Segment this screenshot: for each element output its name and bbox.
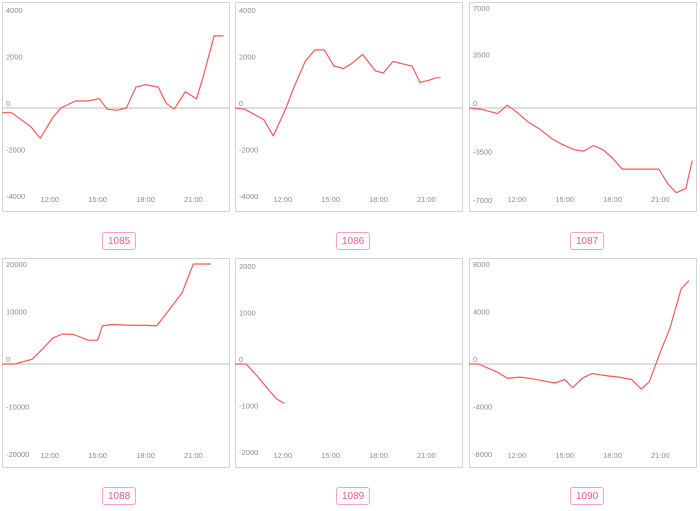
x-tick-label: 18:00 bbox=[136, 451, 155, 460]
y-tick-label: -4000 bbox=[473, 403, 492, 412]
x-tick-label: 21:00 bbox=[417, 195, 436, 204]
x-tick-label: 12:00 bbox=[40, 451, 59, 460]
series-line bbox=[2, 35, 224, 139]
x-tick-label: 21:00 bbox=[184, 451, 203, 460]
y-tick-label: 2000 bbox=[239, 262, 256, 271]
y-tick-label: 7000 bbox=[473, 4, 490, 13]
id-badge-1090[interactable]: 1090 bbox=[570, 487, 605, 505]
chart-svg: 2000 1000 0 -1000 -2000 12:00 15:00 18:00 21:00 bbox=[235, 258, 463, 468]
x-tick-label: 18:00 bbox=[369, 195, 388, 204]
x-tick-label: 15:00 bbox=[88, 195, 107, 204]
x-tick-label: 12:00 bbox=[273, 451, 292, 460]
y-tick-label: -7000 bbox=[473, 196, 492, 205]
y-tick-label: -20000 bbox=[6, 450, 29, 459]
x-tick-label: 12:00 bbox=[40, 195, 59, 204]
x-tick-label: 18:00 bbox=[136, 195, 155, 204]
chart-frame bbox=[2, 2, 230, 212]
id-badge-1086[interactable]: 1086 bbox=[336, 232, 371, 250]
x-tick-label: 18:00 bbox=[369, 451, 388, 460]
series-line bbox=[469, 280, 690, 390]
x-tick-label: 12:00 bbox=[507, 195, 526, 204]
series-line bbox=[2, 263, 211, 365]
y-tick-label: 2000 bbox=[6, 52, 23, 61]
x-tick-label: 21:00 bbox=[651, 451, 670, 460]
y-tick-label: 4000 bbox=[473, 307, 490, 316]
id-badge-1089[interactable]: 1089 bbox=[336, 487, 371, 505]
y-tick-label: 8000 bbox=[473, 260, 490, 269]
chart-svg: 4000 2000 0 -2000 -4000 12:00 15:00 18:00 21:00 bbox=[234, 2, 463, 212]
x-tick-label: 15:00 bbox=[88, 451, 107, 460]
chart-frame bbox=[2, 258, 230, 468]
chart-svg: 4000 2000 0 -2000 -4000 12:00 15:00 18:00 21:00 bbox=[2, 2, 230, 212]
y-tick-label: 20000 bbox=[6, 260, 27, 269]
x-tick-label: 21:00 bbox=[417, 451, 436, 460]
chart-svg: 8000 4000 0 -4000 -8000 12:00 15:00 18:00 21:00 bbox=[469, 258, 697, 468]
y-tick-label: 0 bbox=[239, 99, 243, 108]
chart-panel-1088: 20000 10000 0 -10000 -20000 12:00 15:00 18:00 21… bbox=[2, 258, 230, 468]
chart-panel-1086: 4000 2000 0 -2000 -4000 12:00 15:00 18:00 21:00 bbox=[234, 2, 463, 212]
chart-panel-1090: 8000 4000 0 -4000 -8000 12:00 15:00 18:00 21:00 bbox=[469, 258, 697, 468]
x-tick-label: 18:00 bbox=[603, 195, 622, 204]
y-tick-label: -2000 bbox=[239, 448, 258, 457]
y-tick-label: -4000 bbox=[239, 192, 258, 201]
y-tick-label: 3500 bbox=[473, 50, 490, 59]
y-tick-label: 0 bbox=[6, 99, 10, 108]
y-tick-label: 4000 bbox=[6, 6, 23, 15]
x-tick-label: 21:00 bbox=[651, 195, 670, 204]
id-badge-1085[interactable]: 1085 bbox=[102, 232, 137, 250]
y-tick-label: -8000 bbox=[473, 450, 492, 459]
x-tick-label: 12:00 bbox=[273, 195, 292, 204]
y-tick-label: 0 bbox=[473, 355, 477, 364]
x-tick-label: 15:00 bbox=[321, 451, 340, 460]
chart-panel-1085: 4000 2000 0 -2000 -4000 12:00 15:00 18:00 21:00 bbox=[2, 2, 230, 212]
x-tick-label: 21:00 bbox=[184, 195, 203, 204]
y-tick-label: 4000 bbox=[239, 6, 256, 15]
x-tick-label: 15:00 bbox=[321, 195, 340, 204]
y-tick-label: -10000 bbox=[6, 403, 29, 412]
x-tick-label: 18:00 bbox=[603, 451, 622, 460]
y-tick-label: -4000 bbox=[6, 192, 25, 201]
series-line bbox=[234, 49, 441, 137]
series-line bbox=[235, 363, 285, 405]
y-tick-label: -3500 bbox=[473, 148, 492, 157]
x-tick-label: 12:00 bbox=[507, 451, 526, 460]
x-tick-label: 15:00 bbox=[555, 195, 574, 204]
chart-frame bbox=[235, 2, 463, 212]
y-tick-label: -2000 bbox=[6, 146, 25, 155]
y-tick-label: 2000 bbox=[239, 52, 256, 61]
y-tick-label: 0 bbox=[239, 355, 243, 364]
chart-panel-1087: 7000 3500 0 -3500 -7000 12:00 15:00 18:00 21:00 bbox=[468, 2, 697, 212]
y-tick-label: 0 bbox=[6, 355, 10, 364]
chart-svg: 7000 3500 0 -3500 -7000 12:00 15:00 18:00 21:00 bbox=[468, 2, 697, 212]
chart-svg: 20000 10000 0 -10000 -20000 12:00 15:00 18:00 21… bbox=[2, 258, 230, 468]
y-tick-label: 0 bbox=[473, 99, 477, 108]
chart-frame bbox=[469, 2, 697, 212]
y-tick-label: 1000 bbox=[239, 308, 256, 317]
series-line bbox=[468, 104, 693, 194]
y-tick-label: -2000 bbox=[239, 146, 258, 155]
y-tick-label: 10000 bbox=[6, 307, 27, 316]
y-tick-label: -1000 bbox=[239, 402, 258, 411]
id-badge-1087[interactable]: 1087 bbox=[570, 232, 605, 250]
chart-panel-1089: 2000 1000 0 -1000 -2000 12:00 15:00 18:00 21:00 bbox=[235, 258, 463, 468]
chart-frame bbox=[235, 258, 463, 468]
x-tick-label: 15:00 bbox=[555, 451, 574, 460]
id-badge-1088[interactable]: 1088 bbox=[102, 487, 137, 505]
chart-frame bbox=[469, 258, 697, 468]
